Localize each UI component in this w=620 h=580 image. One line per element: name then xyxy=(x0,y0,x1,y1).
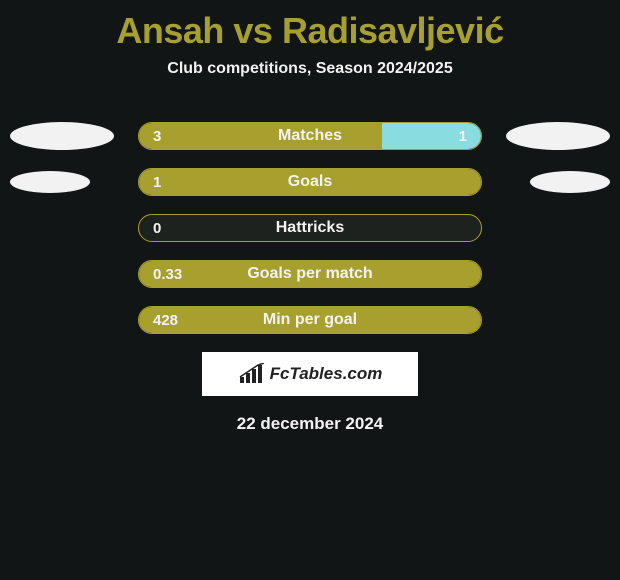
stat-bar: 1Goals xyxy=(138,168,482,196)
stat-row: 0.33Goals per match xyxy=(0,260,620,288)
stat-bar: 31Matches xyxy=(138,122,482,150)
stat-row: 31Matches xyxy=(0,122,620,150)
logo-box: FcTables.com xyxy=(202,352,418,396)
stat-row: 428Min per goal xyxy=(0,306,620,334)
bar-label: Goals per match xyxy=(139,265,481,283)
avatar-right xyxy=(506,122,610,150)
stat-bar: 0Hattricks xyxy=(138,214,482,242)
bars-icon xyxy=(238,363,266,385)
stat-row: 1Goals xyxy=(0,168,620,196)
bar-label: Min per goal xyxy=(139,311,481,329)
stat-row: 0Hattricks xyxy=(0,214,620,242)
avatar-left xyxy=(10,122,114,150)
page-title: Ansah vs Radisavljević xyxy=(0,0,620,52)
bar-label: Goals xyxy=(139,173,481,191)
bar-label: Hattricks xyxy=(139,219,481,237)
avatar-right xyxy=(530,171,610,193)
stat-bar: 0.33Goals per match xyxy=(138,260,482,288)
stat-bar: 428Min per goal xyxy=(138,306,482,334)
bar-label: Matches xyxy=(139,127,481,145)
date-text: 22 december 2024 xyxy=(0,414,620,434)
avatar-left xyxy=(10,171,90,193)
comparison-rows: 31Matches 1Goals 0Hattricks 0.33Goals per m… xyxy=(0,122,620,334)
subtitle: Club competitions, Season 2024/2025 xyxy=(0,60,620,78)
logo-text: FcTables.com xyxy=(270,364,383,384)
